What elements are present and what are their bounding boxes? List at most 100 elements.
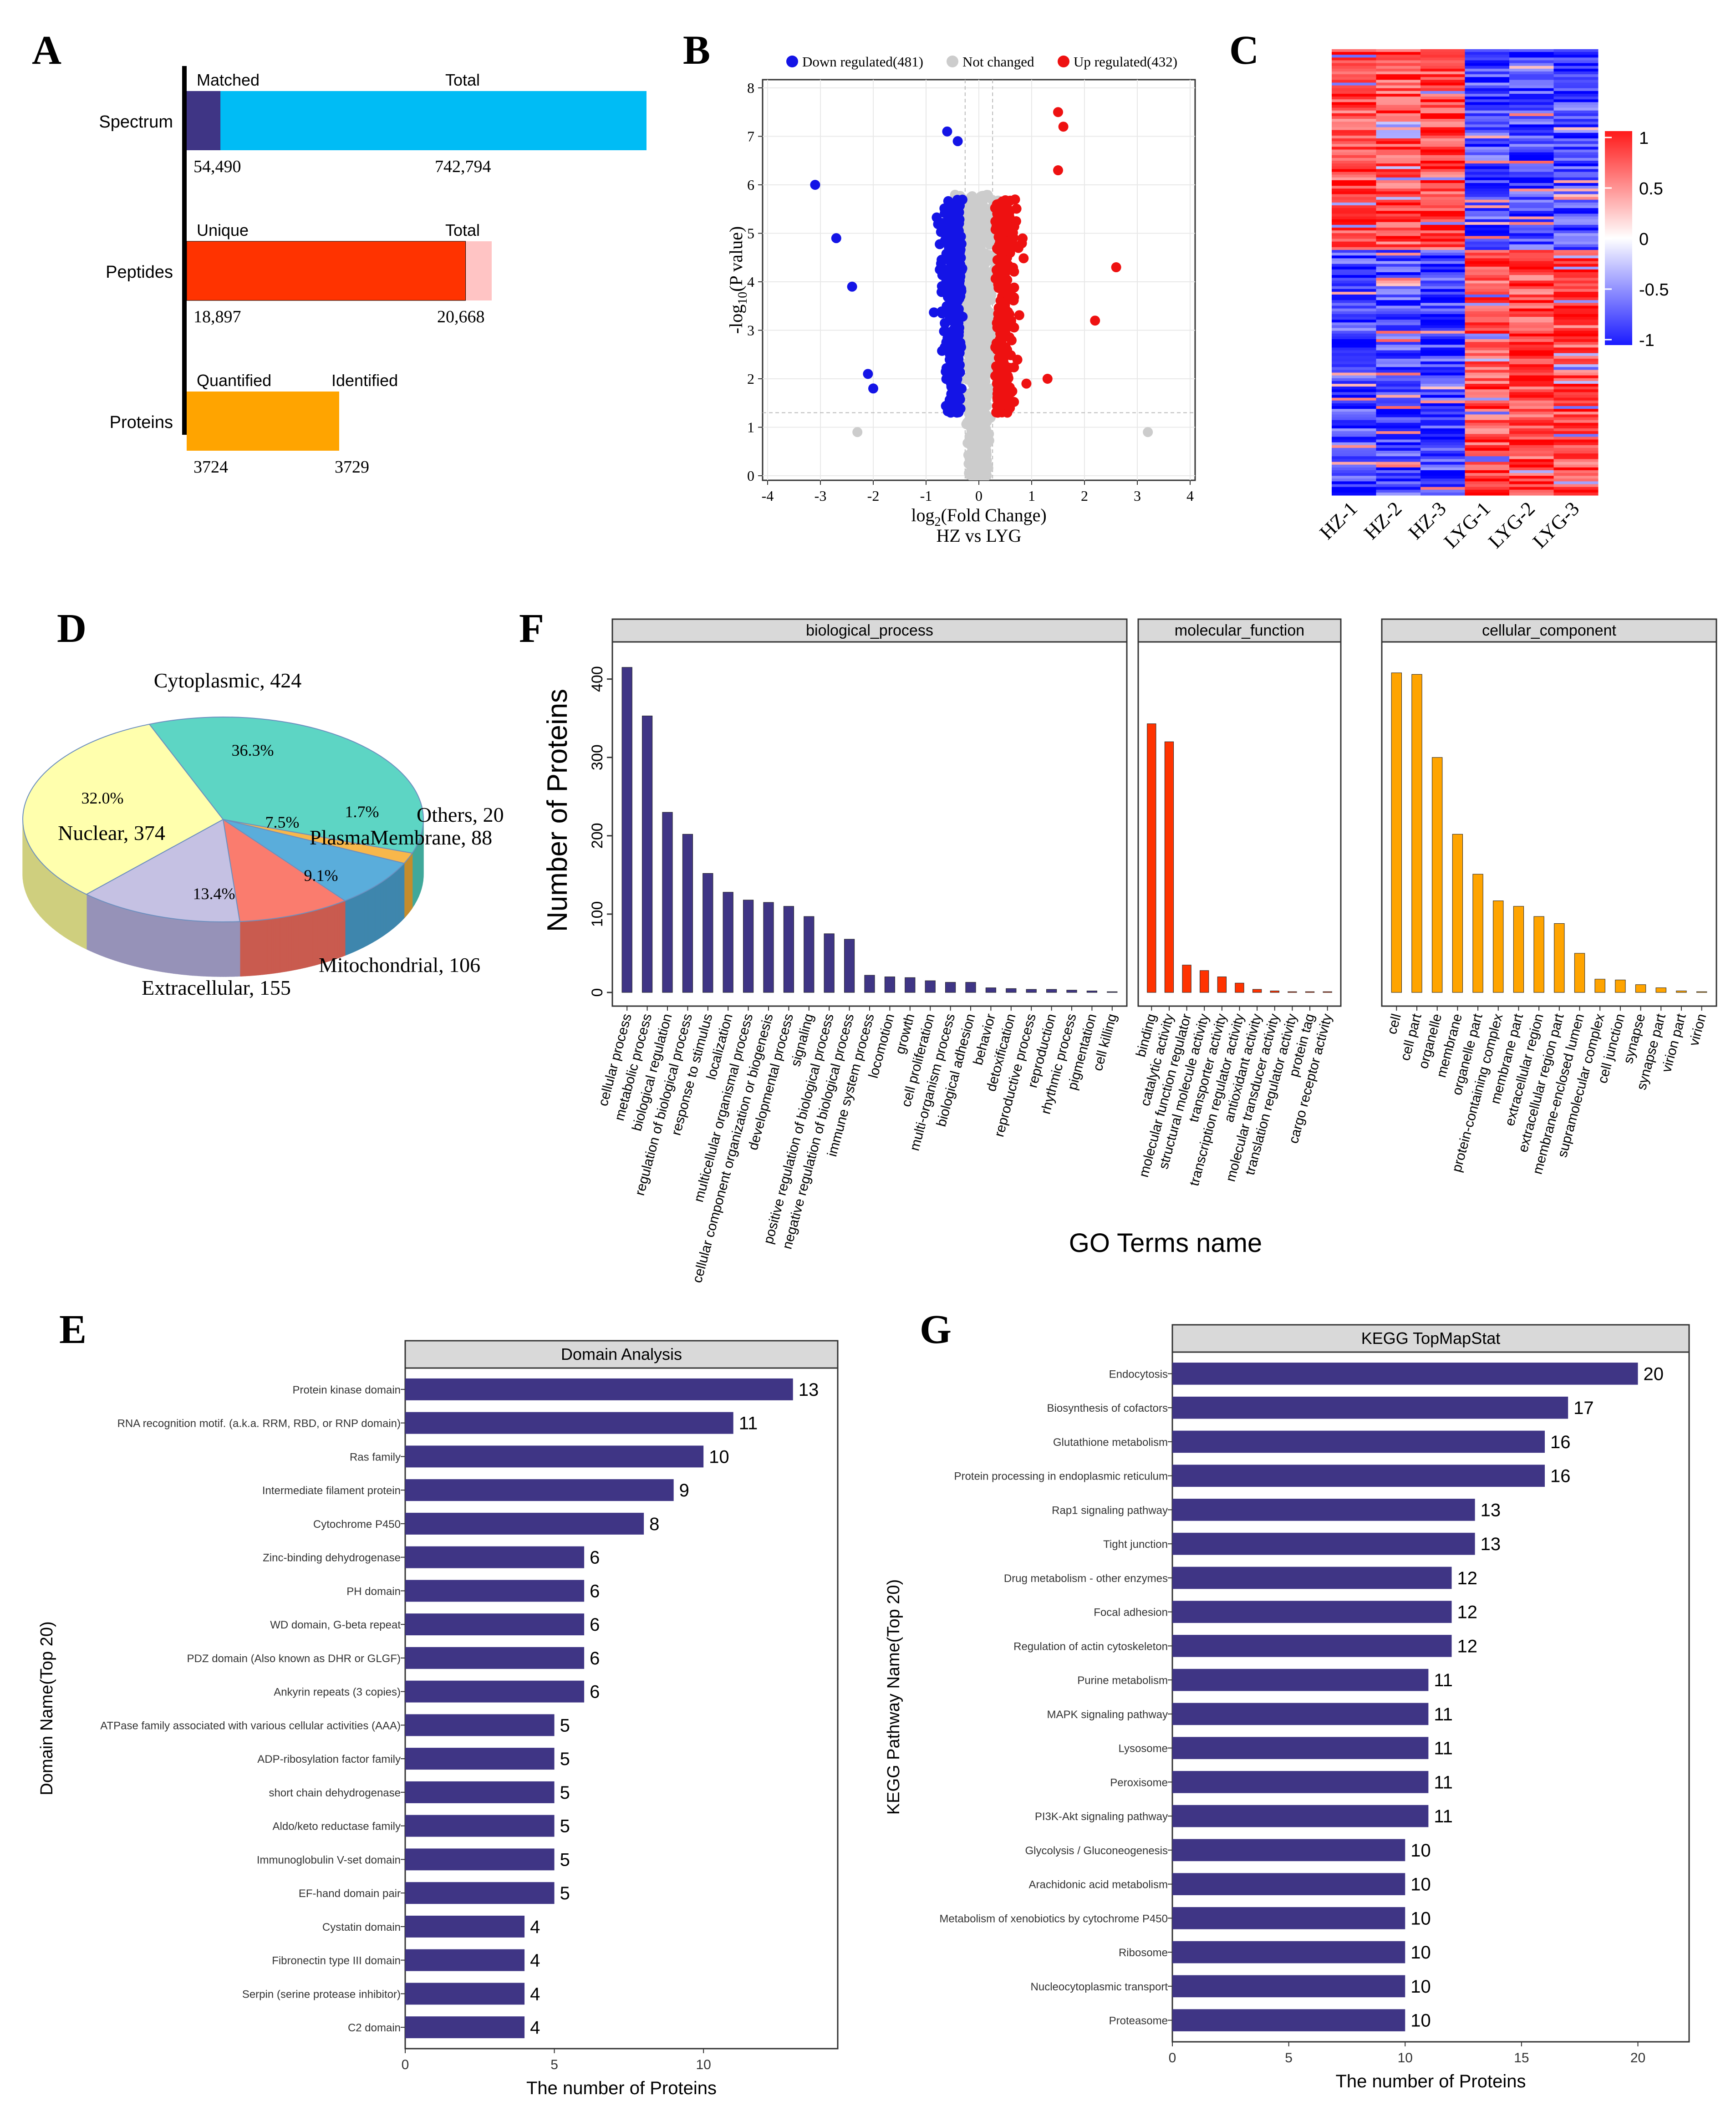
volcano-point-outlier xyxy=(810,180,820,190)
heatmap-cell xyxy=(1332,147,1376,150)
heatmap-cell xyxy=(1465,451,1510,454)
go-bar xyxy=(965,982,976,993)
heatmap-cell xyxy=(1420,280,1465,284)
pie-slice-side xyxy=(195,921,199,977)
heatmap-cell xyxy=(1465,392,1510,395)
heatmap-cell xyxy=(1420,473,1465,476)
heatmap-cell xyxy=(1376,422,1421,426)
heatmap-cell xyxy=(1376,258,1421,261)
heatmap-cell xyxy=(1332,49,1376,52)
heatmap-cell xyxy=(1465,211,1510,214)
heatmap-cell xyxy=(1332,71,1376,75)
heatmap-cell xyxy=(1465,389,1510,392)
go-facet-strip xyxy=(611,618,1128,643)
heatmap-cell xyxy=(1376,132,1421,136)
hbar-tick-label-x: 10 xyxy=(1398,2050,1413,2065)
heatmap-cell xyxy=(1420,434,1465,437)
volcano-point-nc xyxy=(978,280,989,290)
volcano-point-nc xyxy=(965,295,975,306)
hbar-value-label: 6 xyxy=(590,1648,600,1669)
heatmap-cell xyxy=(1465,489,1510,493)
heatmap-cell xyxy=(1509,453,1554,457)
heatmap-cell xyxy=(1465,269,1510,273)
heatmap-cell xyxy=(1420,275,1465,278)
heatmap-cell xyxy=(1509,199,1554,203)
heatmap-cell xyxy=(1509,462,1554,465)
heatmap-cell xyxy=(1376,55,1421,58)
heatmap-cell xyxy=(1465,320,1510,323)
heatmap-cell xyxy=(1420,88,1465,92)
volcano-point-down xyxy=(952,296,963,306)
heatmap-cell xyxy=(1465,417,1510,421)
go-bar xyxy=(824,933,835,993)
heatmap-cell xyxy=(1332,272,1376,275)
heatmap-cell xyxy=(1465,328,1510,331)
heatmap xyxy=(1332,49,1599,496)
heatmap-cell xyxy=(1509,107,1554,111)
heatmap-cell xyxy=(1553,325,1599,328)
heatmap-cell xyxy=(1332,275,1376,278)
heatmap-cell xyxy=(1465,122,1510,125)
pie-slice-side xyxy=(81,891,87,950)
heatmap-cell xyxy=(1332,113,1376,117)
heatmap-cell xyxy=(1553,147,1599,150)
heatmap-cell xyxy=(1420,361,1465,365)
heatmap-cell xyxy=(1420,132,1465,136)
hbar-value-label: 5 xyxy=(560,1749,570,1769)
heatmap-cell xyxy=(1420,437,1465,440)
volcano-tick-label-x: 2 xyxy=(1081,488,1088,504)
heatmap-cell xyxy=(1509,174,1554,178)
heatmap-cell xyxy=(1332,372,1376,376)
hbar-bar xyxy=(1172,1771,1429,1793)
heatmap-cell xyxy=(1376,451,1421,454)
pie-pct-label: 1.7% xyxy=(345,803,379,821)
heatmap-cell xyxy=(1376,409,1421,412)
volcano-point-nc xyxy=(972,349,982,359)
heatmap-cell xyxy=(1509,119,1554,122)
panel-a-right-header: Identified xyxy=(331,371,398,390)
heatmap-cell xyxy=(1420,258,1465,261)
heatmap-cell xyxy=(1465,375,1510,379)
heatmap-cell xyxy=(1465,132,1510,136)
heatmap-cell xyxy=(1465,297,1510,300)
heatmap-cell xyxy=(1332,381,1376,384)
volcano-point-down xyxy=(948,390,959,401)
heatmap-cell xyxy=(1420,470,1465,473)
heatmap-cell xyxy=(1332,141,1376,144)
heatmap-cell xyxy=(1553,191,1599,194)
heatmap-cell xyxy=(1420,412,1465,415)
heatmap-cell xyxy=(1553,180,1599,183)
hbar-bar xyxy=(405,1882,555,1904)
heatmap-cell xyxy=(1332,437,1376,440)
heatmap-cell xyxy=(1509,194,1554,198)
heatmap-cell xyxy=(1553,473,1599,476)
heatmap-cell xyxy=(1420,244,1465,248)
heatmap-cell xyxy=(1465,484,1510,488)
hbar-bar xyxy=(1172,1532,1475,1555)
heatmap-cell xyxy=(1420,147,1465,150)
heatmap-cell xyxy=(1376,228,1421,231)
heatmap-cell xyxy=(1420,107,1465,111)
heatmap-cell xyxy=(1376,370,1421,373)
heatmap-cell xyxy=(1553,105,1599,108)
heatmap-cell xyxy=(1465,60,1510,64)
hbar-strip xyxy=(404,1340,839,1369)
heatmap-cell xyxy=(1332,409,1376,412)
pie-slice-side xyxy=(147,914,150,970)
heatmap-cell xyxy=(1553,322,1599,326)
legend-down-dot xyxy=(786,56,798,67)
heatmap-cell xyxy=(1553,397,1599,401)
heatmap-cell xyxy=(1465,77,1510,80)
heatmap-cell xyxy=(1376,431,1421,434)
volcano-point-up xyxy=(998,269,1008,279)
heatmap-cell xyxy=(1332,314,1376,317)
heatmap-cell xyxy=(1332,163,1376,167)
heatmap-cell xyxy=(1465,439,1510,443)
heatmap-cell xyxy=(1420,422,1465,426)
panel-g: G KEGG TopMapStat 20 Endocytosis 17 Biosynth… xyxy=(884,1307,1690,2091)
heatmap-cell xyxy=(1420,266,1465,270)
heatmap-cell xyxy=(1553,57,1599,61)
heatmap-cell xyxy=(1553,367,1599,370)
heatmap-cell xyxy=(1553,71,1599,75)
volcano-point-down xyxy=(947,274,957,285)
